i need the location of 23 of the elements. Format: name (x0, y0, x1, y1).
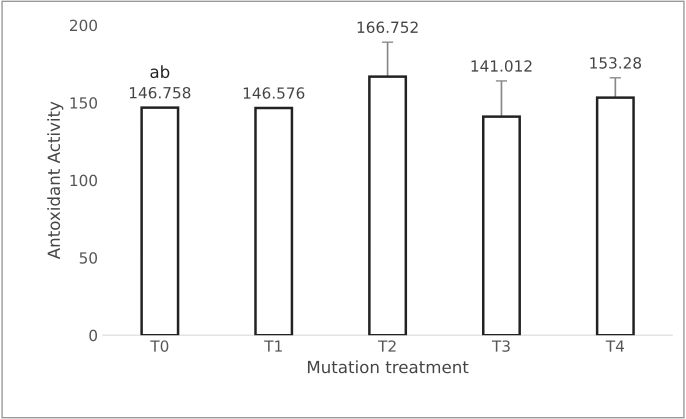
y-tick-label: 100 (70, 174, 98, 186)
data-label: 153.28 (590, 57, 642, 69)
data-label: 146.758 (130, 86, 190, 99)
x-tick-label: T1 (264, 340, 282, 352)
annotation: ab (150, 65, 170, 78)
bar (140, 106, 180, 336)
bar (596, 96, 635, 336)
bar (254, 106, 294, 336)
y-axis-title: Antoxidant Activity (47, 102, 64, 260)
x-tick-label: T3 (492, 340, 510, 352)
data-label: 141.012 (472, 60, 532, 72)
x-tick-label: T0 (150, 340, 168, 352)
y-tick-label: 200 (70, 20, 98, 32)
x-tick-label: T2 (378, 340, 396, 352)
bar (368, 75, 408, 336)
data-label: 166.752 (358, 21, 418, 34)
x-axis-title: Mutation treatment (308, 360, 468, 374)
y-tick-label: 50 (80, 252, 98, 264)
data-label: 146.576 (244, 87, 304, 99)
y-tick-label: 150 (70, 97, 98, 109)
bar (482, 115, 521, 336)
y-tick-label: 0 (89, 330, 98, 342)
x-tick-label: T4 (606, 340, 624, 352)
